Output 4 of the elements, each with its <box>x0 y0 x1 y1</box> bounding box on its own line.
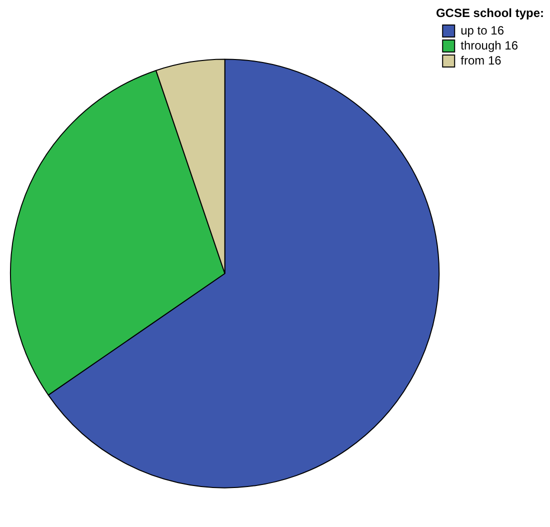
legend-title: GCSE school type: <box>436 6 544 20</box>
legend-label: up to 16 <box>460 23 504 38</box>
legend-label: through 16 <box>460 38 518 52</box>
legend-label: from 16 <box>460 53 502 68</box>
